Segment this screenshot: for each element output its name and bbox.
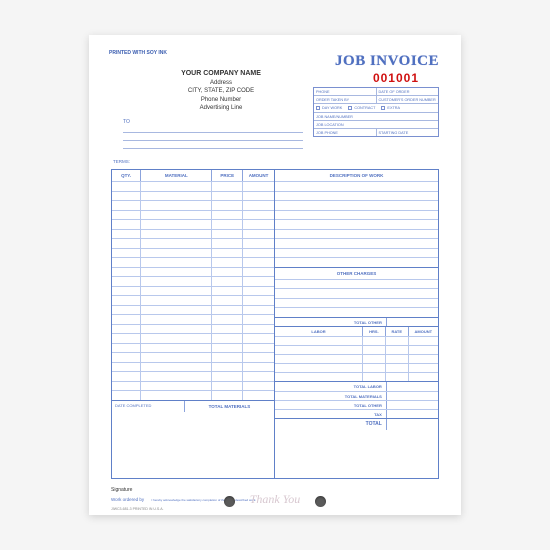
desc-row xyxy=(275,181,438,191)
date-completed-label: DATE COMPLETED xyxy=(112,401,185,412)
labor-row xyxy=(275,354,438,363)
material-row xyxy=(112,229,274,239)
job-phone-label: JOB PHONE xyxy=(314,129,376,136)
material-row xyxy=(112,390,274,400)
total-other-r-label: TOTAL OTHER xyxy=(275,401,386,409)
total-label: TOTAL xyxy=(275,419,386,430)
material-row xyxy=(112,181,274,191)
material-row xyxy=(112,219,274,229)
company-phone: Phone Number xyxy=(151,96,291,104)
desc-row xyxy=(275,210,438,220)
labor-row xyxy=(275,363,438,372)
company-name: YOUR COMPANY NAME xyxy=(151,69,291,79)
terms-label: TERMS: xyxy=(113,159,130,164)
company-block: YOUR COMPANY NAME Address CITY, STATE, Z… xyxy=(151,69,291,112)
punch-hole xyxy=(224,496,235,507)
phone-label: PHONE xyxy=(314,88,376,95)
rate-header: RATE xyxy=(386,327,409,336)
invoice-sheet: PRINTED WITH SOY INK JOB INVOICE 001001 … xyxy=(89,35,461,515)
charge-row xyxy=(275,307,438,317)
material-row xyxy=(112,381,274,391)
labor-row xyxy=(275,345,438,354)
material-row xyxy=(112,248,274,258)
desc-row xyxy=(275,219,438,229)
order-taken-label: ORDER TAKEN BY xyxy=(314,96,376,103)
material-row xyxy=(112,276,274,286)
material-row xyxy=(112,314,274,324)
punch-hole xyxy=(315,496,326,507)
material-row xyxy=(112,305,274,315)
work-section: DESCRIPTION OF WORK OTHER CHARGES TOTAL … xyxy=(275,170,438,478)
cust-order-label: CUSTOMER'S ORDER NUMBER xyxy=(376,96,439,103)
material-row xyxy=(112,238,274,248)
material-row xyxy=(112,286,274,296)
desc-row xyxy=(275,229,438,239)
material-row xyxy=(112,352,274,362)
material-row xyxy=(112,324,274,334)
date-order-label: DATE OF ORDER xyxy=(376,88,439,95)
col-material: MATERIAL xyxy=(141,170,212,181)
charge-row xyxy=(275,288,438,298)
amount-header: AMOUNT xyxy=(409,327,438,336)
charge-row xyxy=(275,298,438,308)
labor-row xyxy=(275,372,438,381)
soy-ink-logo: PRINTED WITH SOY INK xyxy=(109,51,167,56)
col-amount: AMOUNT xyxy=(243,170,274,181)
serial-number: 001001 xyxy=(373,71,419,85)
material-row xyxy=(112,267,274,277)
desc-row xyxy=(275,257,438,267)
desc-row xyxy=(275,248,438,258)
material-row xyxy=(112,333,274,343)
daywork-label: DAY WORK xyxy=(322,106,342,110)
total-materials-r-label: TOTAL MATERIALS xyxy=(275,392,386,400)
material-row xyxy=(112,371,274,381)
col-price: PRICE xyxy=(212,170,243,181)
to-label: TO xyxy=(123,119,130,125)
charge-row xyxy=(275,279,438,289)
footer-code: JIWC3-681-3 PRINTED IN U.S.A. xyxy=(111,507,164,511)
total-labor-label: TOTAL LABOR xyxy=(275,382,386,391)
total-other-label: TOTAL OTHER xyxy=(275,318,386,326)
company-adv: Advertising Line xyxy=(151,104,291,112)
desc-row xyxy=(275,238,438,248)
labor-header: LABOR xyxy=(275,327,363,336)
other-charges-header: OTHER CHARGES xyxy=(275,267,438,279)
company-csz: CITY, STATE, ZIP CODE xyxy=(151,87,291,95)
tax-label: TAX xyxy=(275,410,386,418)
materials-section: QTY. MATERIAL PRICE AMOUNT DATE COMPLETE… xyxy=(112,170,275,478)
desc-row xyxy=(275,200,438,210)
desc-row xyxy=(275,191,438,201)
material-row xyxy=(112,295,274,305)
company-address: Address xyxy=(151,79,291,87)
desc-header: DESCRIPTION OF WORK xyxy=(275,170,438,181)
to-block: TO xyxy=(123,119,303,149)
job-name-label: JOB NAME/NUMBER xyxy=(314,113,438,120)
col-qty: QTY. xyxy=(112,170,141,181)
material-row xyxy=(112,343,274,353)
job-loc-label: JOB LOCATION xyxy=(314,121,438,128)
material-row xyxy=(112,362,274,372)
hrs-header: HRS. xyxy=(363,327,386,336)
material-row xyxy=(112,257,274,267)
start-date-label: STARTING DATE xyxy=(376,129,439,136)
material-row xyxy=(112,210,274,220)
main-table: QTY. MATERIAL PRICE AMOUNT DATE COMPLETE… xyxy=(111,169,439,479)
contract-label: CONTRACT xyxy=(354,106,375,110)
material-row xyxy=(112,200,274,210)
extra-label: EXTRA xyxy=(387,106,400,110)
material-row xyxy=(112,191,274,201)
order-box: PHONE DATE OF ORDER ORDER TAKEN BY CUSTO… xyxy=(313,87,439,137)
document-title: JOB INVOICE xyxy=(335,53,439,70)
labor-row xyxy=(275,336,438,345)
total-materials-label: TOTAL MATERIALS xyxy=(185,401,274,412)
thank-you: Thank You xyxy=(89,492,461,507)
